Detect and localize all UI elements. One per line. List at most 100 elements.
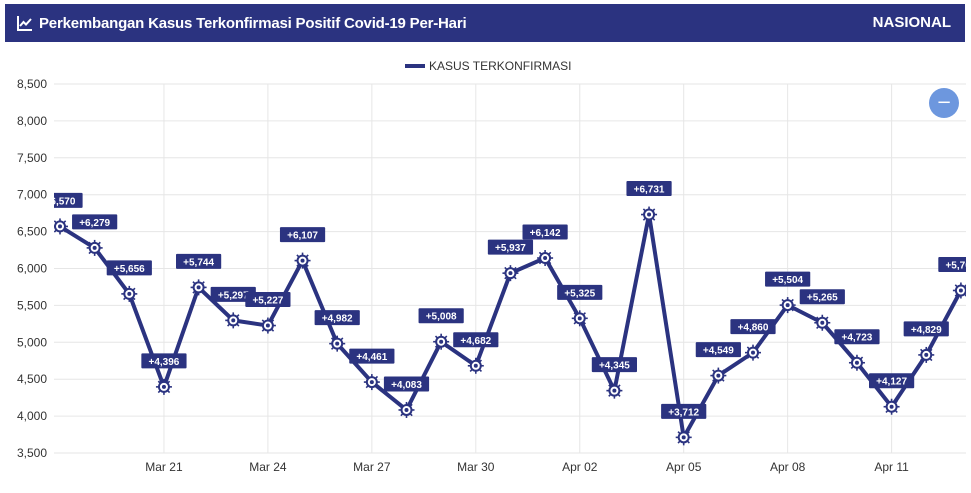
data-label-bg	[418, 308, 464, 324]
data-label: +4,396	[149, 357, 180, 368]
data-label: +5,227	[252, 296, 283, 307]
data-label: +4,723	[842, 333, 873, 344]
x-tick-label: Apr 05	[666, 460, 702, 474]
data-label: +4,127	[876, 377, 907, 388]
data-label: +4,860	[738, 323, 769, 334]
y-tick-label: 8,000	[17, 114, 47, 128]
data-label: +5,702	[945, 260, 971, 271]
data-point[interactable]	[779, 297, 796, 314]
data-label: +5,504	[772, 275, 803, 286]
data-point[interactable]	[952, 282, 969, 299]
data-label: +3,712	[668, 407, 699, 418]
data-label-bg	[903, 321, 949, 337]
data-label-bg	[522, 224, 568, 240]
data-label-bg	[453, 332, 499, 348]
data-label-bg	[661, 403, 707, 419]
data-label-bg	[314, 310, 360, 326]
data-label: +5,008	[426, 312, 457, 323]
y-tick-label: 4,000	[17, 409, 47, 423]
data-label: +4,549	[703, 346, 734, 357]
data-label: +5,325	[564, 288, 595, 299]
data-point[interactable]	[502, 265, 519, 282]
data-point[interactable]	[745, 344, 761, 361]
data-point[interactable]	[848, 354, 865, 371]
data-point[interactable]	[86, 239, 103, 256]
data-label: +6,107	[287, 231, 318, 242]
zoom-out-button[interactable]: −	[929, 88, 959, 118]
data-point[interactable]	[433, 333, 450, 350]
data-point[interactable]	[363, 374, 380, 391]
data-label: +6,279	[79, 218, 110, 229]
data-point[interactable]	[259, 317, 276, 334]
data-point[interactable]	[918, 346, 935, 363]
x-tick-label: Mar 24	[249, 460, 287, 474]
legend-label: KASUS TERKONFIRMASI	[429, 59, 572, 73]
data-label-bg	[869, 373, 915, 389]
data-label: +6,570	[45, 196, 76, 207]
x-tick-label: Apr 02	[562, 460, 598, 474]
data-label: +5,265	[807, 293, 838, 304]
data-label-bg	[176, 253, 222, 269]
y-tick-label: 6,000	[17, 262, 47, 276]
data-label-bg	[834, 329, 880, 345]
data-label-bg	[245, 292, 291, 308]
data-point[interactable]	[710, 367, 727, 384]
y-tick-label: 7,500	[17, 151, 47, 165]
data-point[interactable]	[641, 206, 658, 223]
data-point[interactable]	[398, 401, 415, 418]
data-point[interactable]	[571, 310, 588, 327]
data-point[interactable]	[329, 335, 346, 352]
x-tick-label: Apr 11	[874, 460, 909, 474]
data-label: +6,731	[634, 185, 665, 196]
data-label: +6,142	[530, 228, 561, 239]
data-label: +4,982	[322, 314, 353, 325]
minus-icon: −	[936, 92, 952, 113]
data-label: +5,937	[495, 243, 526, 254]
data-label-bg	[210, 286, 256, 302]
data-point[interactable]	[155, 378, 172, 395]
y-tick-label: 5,000	[17, 335, 47, 349]
data-label-bg	[730, 319, 776, 335]
data-point[interactable]	[814, 314, 831, 331]
data-label-bg	[765, 271, 811, 287]
header-title-group: Perkembangan Kasus Terkonfirmasi Positif…	[17, 4, 467, 42]
y-tick-label: 7,000	[17, 188, 47, 202]
chart-header: Perkembangan Kasus Terkonfirmasi Positif…	[5, 4, 965, 42]
data-label-bg	[383, 376, 430, 392]
plot-area: +6,570+6,279+5,656+4,396+5,744+5,297 +5,2…	[45, 181, 971, 446]
legend[interactable]: KASUS TERKONFIRMASI	[405, 58, 571, 74]
data-label-bg	[626, 181, 672, 197]
data-point[interactable]	[52, 218, 68, 235]
data-label-bg	[279, 227, 326, 243]
data-point[interactable]	[294, 252, 311, 269]
data-label: +5,656	[114, 264, 145, 275]
data-label: +4,682	[460, 336, 491, 347]
data-label-bg	[349, 348, 395, 364]
data-point[interactable]	[883, 398, 900, 415]
data-point[interactable]	[225, 312, 242, 329]
data-label: +4,083	[391, 380, 422, 391]
data-point[interactable]	[190, 279, 207, 296]
data-label: +5,297	[218, 290, 249, 301]
data-label-bg	[141, 353, 187, 369]
data-label-bg	[54, 192, 83, 208]
x-tick-label: Mar 27	[353, 460, 391, 474]
scope-label: NASIONAL	[872, 14, 951, 31]
data-point[interactable]	[675, 429, 692, 446]
data-label: +4,461	[356, 352, 387, 363]
data-label-bg	[106, 260, 152, 276]
data-point[interactable]	[467, 357, 484, 374]
x-tick-label: Mar 30	[457, 460, 495, 474]
data-label: +4,345	[599, 361, 630, 372]
data-point[interactable]	[537, 250, 554, 267]
y-tick-label: 8,500	[17, 77, 47, 91]
data-point[interactable]	[121, 285, 138, 302]
data-point[interactable]	[606, 382, 623, 399]
data-label-bg	[72, 214, 118, 230]
data-label-bg	[695, 342, 741, 358]
data-label-bg	[591, 357, 637, 373]
y-tick-label: 5,500	[17, 298, 47, 312]
y-tick-label: 4,500	[17, 372, 47, 386]
legend-swatch	[405, 64, 425, 68]
